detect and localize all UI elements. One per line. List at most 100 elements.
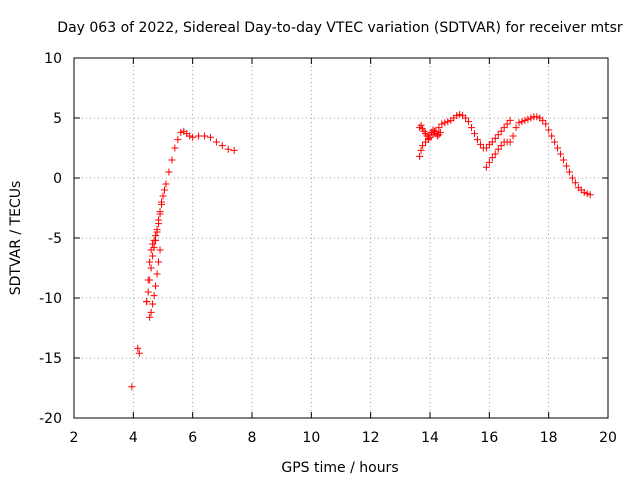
data-point [186,132,194,140]
data-point [476,140,484,148]
x-tick-label: 18 [540,430,558,446]
y-tick-label: -20 [39,411,62,427]
data-point [583,190,591,198]
data-point [174,136,182,144]
data-point [218,142,226,150]
x-tick-label: 10 [302,430,320,446]
data-point [468,124,476,132]
data-point [201,132,209,140]
data-point [128,383,136,391]
data-point [156,208,164,216]
data-point [155,258,163,266]
data-point [485,158,493,166]
x-tick-label: 12 [362,430,380,446]
data-point [149,300,157,308]
data-point [491,150,499,158]
chart-title: Day 063 of 2022, Sidereal Day-to-day VTE… [57,20,623,36]
data-point [158,198,166,206]
data-point [147,308,155,316]
x-axis-label: GPS time / hours [281,460,398,476]
data-point [155,216,163,224]
data-point [518,118,526,126]
data-point [488,154,496,162]
y-tick-label: -5 [48,231,62,247]
data-point [146,313,154,321]
data-point [441,119,449,127]
data-point [224,145,232,153]
data-point [568,174,576,182]
axes: 2 4 6 8 10 12 14 16 18 20 -20 -15 -10 -5 0 5 10 [39,51,617,446]
x-tick-label: 16 [480,430,498,446]
data-point [560,156,567,164]
data-point [524,115,532,123]
data-point [171,144,179,152]
data-point [152,282,160,290]
data-point [143,298,151,306]
data-point [168,156,176,164]
data-point [565,168,573,176]
data-point [150,292,158,300]
data-point [533,113,541,121]
data-points [128,110,594,391]
data-point [557,150,565,158]
data-point [230,146,238,154]
data-point [156,246,164,254]
data-point [503,120,511,128]
data-point [189,133,197,141]
data-point [135,349,143,357]
data-point [162,180,170,188]
data-point [438,120,446,128]
data-point [144,276,152,284]
data-point [159,192,167,200]
data-point [500,124,508,132]
data-point [488,138,496,146]
data-point [436,128,444,136]
data-point [147,264,155,272]
data-point [419,142,427,150]
data-point [417,146,425,154]
data-point [497,142,505,150]
y-tick-label: -10 [39,291,62,307]
data-point [465,118,473,126]
y-tick-label: 10 [44,51,62,67]
data-point [494,145,502,153]
data-point [506,116,514,124]
data-point [212,138,220,146]
data-point [471,130,478,138]
data-point [548,132,556,140]
data-point [551,138,559,146]
data-point [494,131,502,139]
data-point [545,126,553,134]
data-point [206,133,214,141]
data-point [153,270,161,278]
data-point [497,127,505,135]
data-point [515,119,523,127]
data-point [149,252,157,260]
data-point [153,226,161,234]
data-point [491,134,499,142]
data-point [150,236,158,244]
data-point [456,110,464,118]
data-point [571,179,579,187]
data-point [152,232,160,240]
data-point [416,152,424,160]
y-tick-label: 5 [53,111,62,127]
y-tick-label: 0 [53,171,62,187]
data-point [134,344,142,352]
data-point [462,114,470,122]
x-tick-label: 2 [70,430,79,446]
data-point [482,144,490,152]
x-tick-label: 8 [248,430,257,446]
data-point [580,188,588,196]
data-point [195,132,203,140]
y-axis-label: SDTVAR / TECUs [8,181,24,296]
data-point [554,144,562,152]
data-point [146,258,154,266]
data-point [160,186,168,194]
data-point [433,132,441,140]
y-tick-label: -15 [39,351,62,367]
data-point [177,128,185,136]
data-point [512,124,520,132]
data-point [144,288,152,296]
